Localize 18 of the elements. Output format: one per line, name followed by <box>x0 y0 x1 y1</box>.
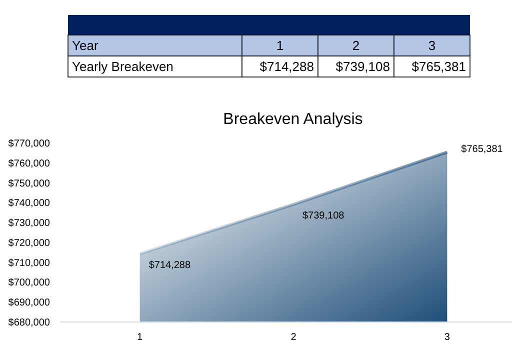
x-tick-label: 2 <box>290 332 297 343</box>
x-tick-label: 1 <box>137 332 144 343</box>
y-tick-label: $720,000 <box>8 238 50 249</box>
y-tick-label: $680,000 <box>8 318 50 328</box>
y-tick-label: $760,000 <box>8 158 50 170</box>
table: Year Yearly Breakeven 1 $714,288 2 $739,108 3 $765,381 <box>68 15 470 78</box>
y-tick-label: $700,000 <box>8 278 50 289</box>
y-tick-label: $750,000 <box>8 178 50 190</box>
y-tick-label: $710,000 <box>8 258 50 269</box>
data-label: $714,288 <box>148 260 191 271</box>
y-tick-label: $690,000 <box>8 298 50 309</box>
data-label: $739,108 <box>302 210 345 222</box>
x-tick-label: 3 <box>444 332 450 343</box>
y-tick-label: $730,000 <box>8 218 50 230</box>
chart-title: Breakeven Analysis <box>223 111 363 128</box>
y-tick-label: $740,000 <box>8 198 50 210</box>
data-label: $765,381 <box>461 144 504 156</box>
y-tick-label: $770,000 <box>8 138 50 150</box>
